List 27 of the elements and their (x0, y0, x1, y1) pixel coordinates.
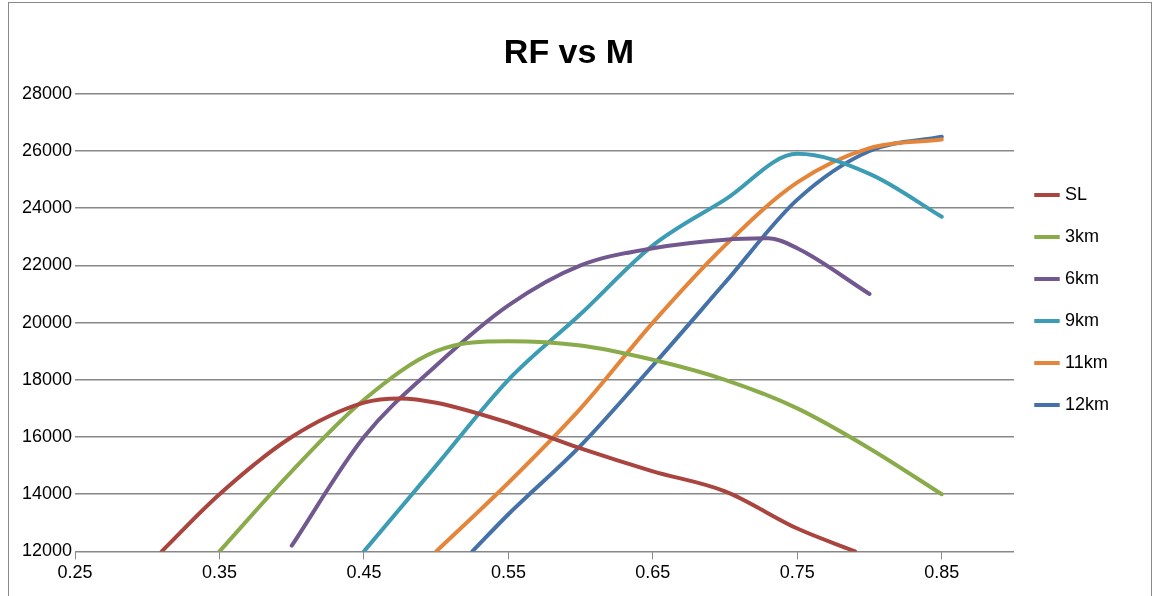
line-series (289, 236, 872, 548)
legend-label: 12km (1064, 393, 1109, 414)
line-series (159, 396, 858, 552)
y-tick-label: 20000 (21, 311, 73, 332)
x-tick-label: 0.75 (779, 562, 815, 583)
x-tick-label: 0.25 (57, 562, 93, 583)
line-series (217, 339, 944, 552)
x-tick-label: 0.85 (924, 562, 960, 583)
y-tick-label: 26000 (21, 139, 73, 160)
legend-label: 3km (1064, 225, 1099, 246)
legend-label: 6km (1064, 267, 1099, 288)
x-tick-label: 0.55 (490, 562, 526, 583)
x-tick-label: 0.45 (346, 562, 382, 583)
y-tick-label: 28000 (21, 82, 73, 103)
y-tick-label: 16000 (21, 425, 73, 446)
y-tick-label: 24000 (21, 197, 73, 218)
y-tick-label: 22000 (21, 254, 73, 275)
line-series (361, 151, 944, 552)
x-tick-label: 0.35 (201, 562, 238, 583)
y-tick-label: 12000 (21, 540, 73, 561)
chart-title: RF vs M (503, 31, 635, 70)
x-tick-label: 0.65 (635, 562, 671, 583)
y-tick-label: 14000 (21, 483, 73, 504)
legend-label: 11km (1064, 351, 1108, 372)
legend-label: 9km (1064, 309, 1099, 330)
y-tick-label: 18000 (21, 368, 73, 389)
legend-label: SL (1064, 183, 1088, 204)
